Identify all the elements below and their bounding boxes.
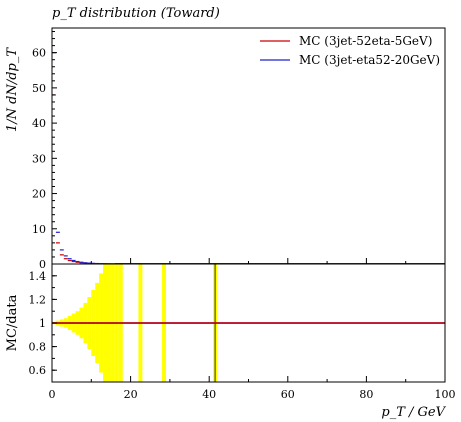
ratio-y-axis-label: MC/data [5, 294, 20, 351]
x-tick-label: 100 [435, 388, 456, 401]
ratio-y-tick-label: 0.8 [29, 341, 47, 354]
ratio-y-tick-label: 1.2 [29, 293, 47, 306]
x-tick-label: 40 [202, 388, 216, 401]
ratio-lines [52, 322, 445, 324]
legend: MC (3jet-52eta-5GeV) MC (3jet-eta52-20Ge… [260, 34, 440, 67]
ratio-y-tick-label: 1.4 [29, 270, 47, 283]
ratio-panel-frame [51, 263, 446, 383]
main-y-tick-label: 20 [32, 188, 46, 201]
ratio-y-axis: 0.6 0.8 1 1.2 1.4 [29, 263, 57, 383]
main-y-tick-label: 50 [32, 82, 46, 95]
main-y-tick-label: 40 [32, 117, 46, 130]
main-y-axis: 0 10 20 30 40 50 60 [32, 31, 57, 271]
chart-title: p_T distribution (Toward) [52, 6, 220, 21]
y-axis-label: 1/N dN/dp_T [5, 47, 20, 132]
x-tick-label: 20 [124, 388, 138, 401]
ratio-y-tick-label: 0.6 [29, 364, 47, 377]
main-y-tick-label: 0 [39, 258, 46, 271]
legend-label-red: MC (3jet-52eta-5GeV) [299, 34, 432, 48]
main-series-group [52, 52, 445, 265]
ratio-y-tick-label: 1 [39, 317, 46, 330]
x-tick-label: 0 [49, 388, 56, 401]
legend-label-blue: MC (3jet-eta52-20GeV) [299, 53, 440, 67]
main-y-tick-label: 10 [32, 223, 46, 236]
main-y-tick-label: 60 [32, 47, 46, 60]
main-y-tick-label: 30 [32, 152, 46, 165]
ratio-panel: 0.6 0.8 1 1.2 1.4 0 20 40 60 80 100 [29, 263, 456, 401]
x-axis-label: p_T / GeV [381, 405, 446, 420]
x-tick-label: 60 [281, 388, 295, 401]
x-tick-label: 80 [359, 388, 373, 401]
